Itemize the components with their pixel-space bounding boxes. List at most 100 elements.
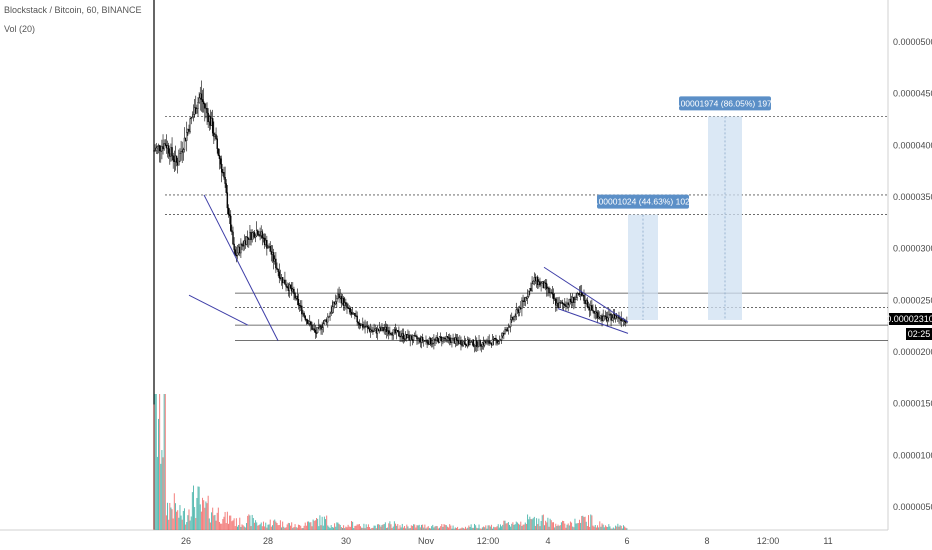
volume-bar [574, 518, 576, 530]
volume-bar [336, 522, 338, 530]
volume-bar [592, 525, 594, 530]
volume-bar [562, 520, 564, 530]
volume-bar [211, 512, 213, 530]
volume-bar [507, 522, 509, 530]
volume-bar [297, 524, 299, 530]
volume-bar [599, 521, 601, 530]
candle-body [547, 287, 549, 290]
candle-body [541, 281, 543, 284]
candle-body [574, 299, 576, 303]
volume-bar [272, 525, 273, 530]
volume-bar [573, 527, 575, 530]
candle-body [433, 339, 435, 344]
candle-body [228, 214, 231, 217]
candle-body [281, 277, 284, 284]
candle-body [349, 308, 352, 313]
volume-bar [597, 525, 599, 530]
volume-bar [545, 520, 547, 530]
candle-body [488, 340, 490, 344]
time-tick-label: 6 [624, 536, 629, 546]
candle-body [256, 230, 258, 237]
candle-body [606, 317, 609, 321]
volume-indicator-label: Vol (20) [4, 24, 35, 34]
volume-bar [365, 524, 367, 530]
volume-bar [416, 525, 418, 530]
candle-body [283, 279, 285, 284]
volume-bar [622, 525, 624, 530]
volume-bar [248, 514, 250, 530]
candle-body [451, 338, 453, 344]
volume-bar [564, 523, 566, 530]
candle-body [214, 134, 216, 137]
candle-body [506, 329, 508, 331]
volume-bar [464, 526, 466, 530]
candle-body [425, 339, 427, 342]
volume-bar [319, 515, 321, 530]
volume-bar [224, 511, 226, 530]
volume-bar [259, 524, 261, 530]
time-axis[interactable]: 26 28 30 Nov 12:00 4 6 8 12:00 11 [181, 536, 833, 546]
candle-body [518, 307, 521, 313]
candle-body [293, 288, 295, 294]
volume-bar [197, 486, 199, 530]
volume-bar [541, 515, 543, 530]
volume-bar [371, 527, 373, 530]
candle-body [350, 311, 353, 315]
volume-bar [286, 524, 288, 530]
candle-body [385, 326, 388, 332]
volume-bar [299, 524, 301, 530]
volume-bar [240, 526, 242, 530]
volume-bar [269, 519, 271, 530]
volume-bar [367, 524, 369, 530]
candle-body [371, 329, 373, 332]
candle-body [182, 149, 185, 153]
candle-body [250, 232, 252, 240]
candle-body [417, 338, 419, 340]
volume-bar [153, 404, 155, 530]
candle-body [233, 243, 235, 250]
candle-body [171, 147, 173, 156]
candle-body [428, 338, 431, 345]
time-tick-label: 4 [545, 536, 550, 546]
candle-body [594, 311, 596, 314]
candle-body [539, 281, 541, 286]
candle-body [262, 237, 265, 239]
volume-bar [314, 520, 316, 530]
volume-bar [275, 521, 277, 530]
candle-body [274, 258, 276, 262]
candle-body [408, 334, 410, 341]
candle-body [384, 326, 387, 330]
volume-bar [480, 528, 482, 530]
candle-body [154, 150, 156, 152]
volume-bar [277, 525, 279, 530]
candle-body [196, 108, 198, 114]
candle-body [507, 326, 510, 331]
candle-body [286, 286, 288, 288]
candle-body [331, 306, 334, 313]
candle-body [403, 338, 406, 340]
trendline [188, 294, 249, 326]
volume-bar [555, 523, 557, 530]
volume-bar [218, 521, 220, 530]
candle-body [601, 315, 603, 321]
candle-body [538, 281, 540, 286]
candle-body [206, 107, 208, 114]
candle-body [280, 277, 283, 279]
candle-body [460, 340, 462, 345]
candle-body [213, 132, 215, 137]
volume-bar [510, 526, 512, 530]
price-axis[interactable]: 0.00000500 0.00001000 0.00001500 0.00002000… [893, 37, 932, 512]
candle-body [153, 150, 155, 152]
candle-body [298, 304, 301, 307]
volume-bar [349, 526, 351, 530]
volume-bar [351, 521, 352, 530]
volume-bar [372, 527, 374, 530]
volume-bar [199, 504, 201, 530]
volume-bar [233, 518, 235, 530]
volume-bar [557, 524, 559, 530]
candle-body [318, 325, 320, 328]
candle-body [271, 252, 274, 255]
volume-bar [466, 528, 468, 530]
candle-body [616, 315, 618, 318]
